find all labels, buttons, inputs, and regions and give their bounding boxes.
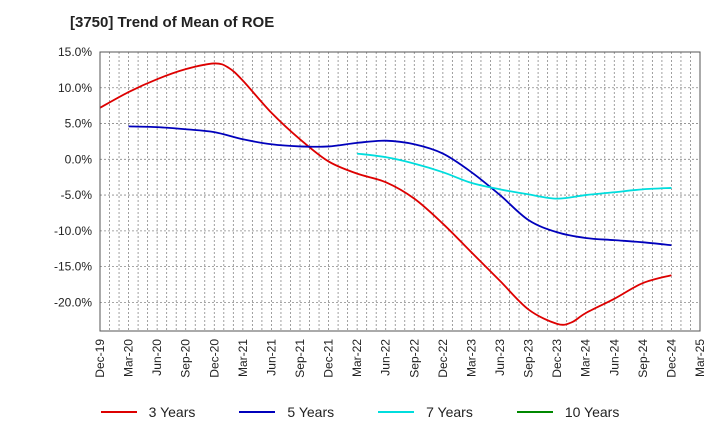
y-tick-label: -15.0% [54, 260, 92, 274]
x-tick-label: Mar-23 [464, 339, 478, 377]
series-line-5-years [128, 125, 672, 247]
x-tick-label: Dec-19 [93, 339, 107, 378]
legend-item-10-years: 10 Years [516, 404, 620, 420]
x-tick-label: Jun-21 [264, 339, 278, 376]
series-line-7-years [357, 152, 672, 200]
legend-item-7-years: 7 Years [378, 404, 473, 420]
legend-label-3-years: 3 Years [148, 404, 196, 420]
x-tick-label: Dec-20 [207, 339, 221, 378]
x-tick-label: Jun-23 [493, 339, 507, 376]
legend-label-10-years: 10 Years [564, 404, 620, 420]
x-tick-label: Dec-23 [550, 339, 564, 378]
legend-swatch-10-years [516, 411, 553, 413]
x-tick-label: Dec-21 [322, 339, 336, 378]
x-tick-label: Sep-20 [179, 339, 193, 378]
x-tick-label: Dec-24 [664, 339, 678, 378]
y-axis-ticks: 15.0% 10.0% 5.0% 0.0% -5.0% -10.0% -15.0% -20.0… [54, 45, 92, 309]
y-tick-label: -5.0% [61, 188, 93, 202]
legend-item-5-years: 5 Years [239, 404, 334, 420]
x-tick-label: Mar-22 [350, 339, 364, 377]
x-tick-label: Mar-21 [236, 339, 250, 377]
x-tick-label: Sep-21 [293, 339, 307, 378]
x-axis-ticks: Dec-19 Mar-20 Jun-20 Sep-20 Dec-20 Mar-21 Jun-… [93, 339, 707, 378]
x-tick-label: Mar-25 [693, 339, 707, 377]
x-tick-label: Sep-23 [522, 339, 536, 378]
x-tick-label: Jun-24 [607, 339, 621, 376]
x-tick-label: Dec-22 [436, 339, 450, 378]
legend-swatch-3-years [100, 411, 137, 413]
legend-label-7-years: 7 Years [426, 404, 473, 420]
x-tick-label: Mar-24 [579, 339, 593, 377]
series-line-3-years [99, 62, 672, 326]
y-tick-label: -20.0% [54, 295, 92, 309]
legend-label-5-years: 5 Years [287, 404, 335, 420]
y-tick-label: 0.0% [65, 152, 93, 166]
legend-item-3-years: 3 Years [100, 404, 196, 420]
legend-swatch-5-years [239, 411, 276, 413]
y-tick-label: 5.0% [65, 117, 93, 131]
x-tick-label: Mar-20 [122, 339, 136, 377]
legend-swatch-7-years [378, 411, 415, 413]
x-tick-label: Jun-20 [150, 339, 164, 376]
y-tick-label: 10.0% [58, 81, 92, 95]
legend: 3 Years 5 Years 7 Years 10 Years [0, 404, 720, 420]
series-lines [99, 62, 672, 326]
grid [100, 51, 700, 331]
x-tick-label: Jun-22 [379, 339, 393, 376]
plot-frame [99, 51, 701, 332]
x-tick-label: Sep-22 [407, 339, 421, 378]
chart-title: [3750] Trend of Mean of ROE [70, 14, 275, 31]
y-tick-label: 15.0% [58, 45, 92, 59]
x-tick-label: Sep-24 [636, 339, 650, 378]
y-tick-label: -10.0% [54, 224, 92, 238]
